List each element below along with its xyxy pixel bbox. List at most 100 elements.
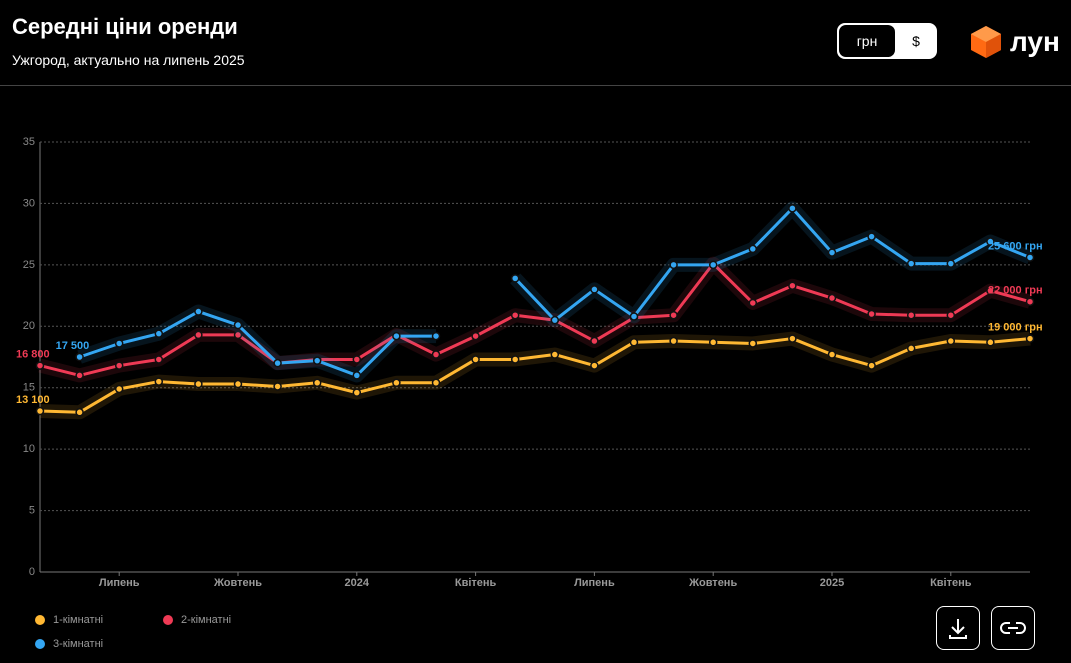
data-point [906,310,916,320]
data-point [510,310,520,320]
data-point [708,338,718,347]
data-point [906,344,916,353]
data-point [352,388,362,397]
data-point [471,355,480,364]
download-icon [949,619,967,639]
legend-label: 3-кімнатні [53,638,103,650]
x-tick-label: Квітень [455,577,497,589]
data-point [748,244,758,254]
data-point [946,310,956,320]
data-point [392,378,401,388]
data-point [154,329,164,338]
data-point [233,330,243,340]
data-point [827,350,837,359]
value-label: 22 000 грн [988,285,1043,297]
y-tick-label: 25 [23,259,35,271]
value-label: 13 100 [16,394,50,406]
data-point [352,355,362,364]
data-point [392,331,401,341]
value-label: 17 500 [56,340,90,352]
y-tick-label: 0 [29,566,35,578]
data-point [510,355,520,364]
x-tick-label: 2025 [820,577,844,589]
data-point [906,259,916,268]
data-point [867,309,876,319]
data-point [629,338,639,347]
data-point [233,320,243,330]
data-point [114,339,124,348]
subtitle: Ужгород, актуально на липень 2025 [12,52,245,68]
data-point [550,350,560,359]
data-point [827,293,837,303]
data-point [590,336,599,346]
data-point [788,204,797,213]
legend-marker [163,615,173,625]
data-point [590,285,599,294]
y-tick-label: 30 [23,197,35,209]
legend-marker [35,615,45,625]
data-point [154,377,164,386]
data-point [194,379,203,389]
data-point [114,384,124,394]
legend-label: 2-кімнатні [181,614,231,626]
data-point [629,312,639,321]
data-point [194,307,203,316]
data-point [590,361,599,370]
y-tick-label: 5 [29,504,35,516]
series-glow [39,331,1031,420]
data-point [114,361,124,370]
data-point [35,406,45,416]
download-button[interactable] [936,606,980,650]
data-point [431,350,441,359]
data-point [273,358,282,368]
x-tick-label: 2024 [345,577,370,589]
data-point [986,338,995,347]
currency-toggle: грн $ [837,23,937,59]
data-point [867,361,876,370]
logo[interactable]: лун [968,24,1060,60]
currency-option[interactable]: грн [839,25,895,57]
data-point [946,336,956,346]
divider [0,85,1071,86]
data-point [1025,334,1035,343]
series-line [39,337,1031,414]
value-label: 25 600 грн [988,240,1043,252]
legend-label: 1-кімнатні [53,614,103,626]
data-point [748,339,758,348]
data-point [431,378,441,388]
x-tick-label: Квітень [930,577,972,589]
data-point [312,356,322,365]
data-point [669,336,678,346]
y-tick-label: 35 [23,136,35,148]
data-point [273,382,282,391]
data-point [669,310,678,320]
link-button[interactable] [991,606,1035,650]
data-point [75,371,84,380]
y-tick-label: 15 [23,382,35,394]
data-point [35,361,45,370]
value-label: 16 800 [16,349,50,361]
data-point [471,331,480,341]
data-point [194,330,203,340]
data-point [669,260,678,270]
data-point [431,331,441,341]
data-point [312,378,322,388]
data-point [708,260,718,270]
currency-option[interactable]: $ [912,33,920,49]
x-tick-label: Липень [574,577,615,589]
data-point [986,286,995,295]
x-tick-label: Жовтень [688,577,737,589]
legend-marker [35,639,45,649]
data-point [986,237,995,246]
logo-text: лун [1010,26,1060,57]
data-point [867,232,876,241]
data-point [1025,297,1035,306]
data-point [510,274,520,283]
series-line [79,206,1031,377]
series-line [39,262,1031,377]
data-point [788,281,797,290]
data-point [550,315,560,325]
link-icon [1000,622,1026,634]
